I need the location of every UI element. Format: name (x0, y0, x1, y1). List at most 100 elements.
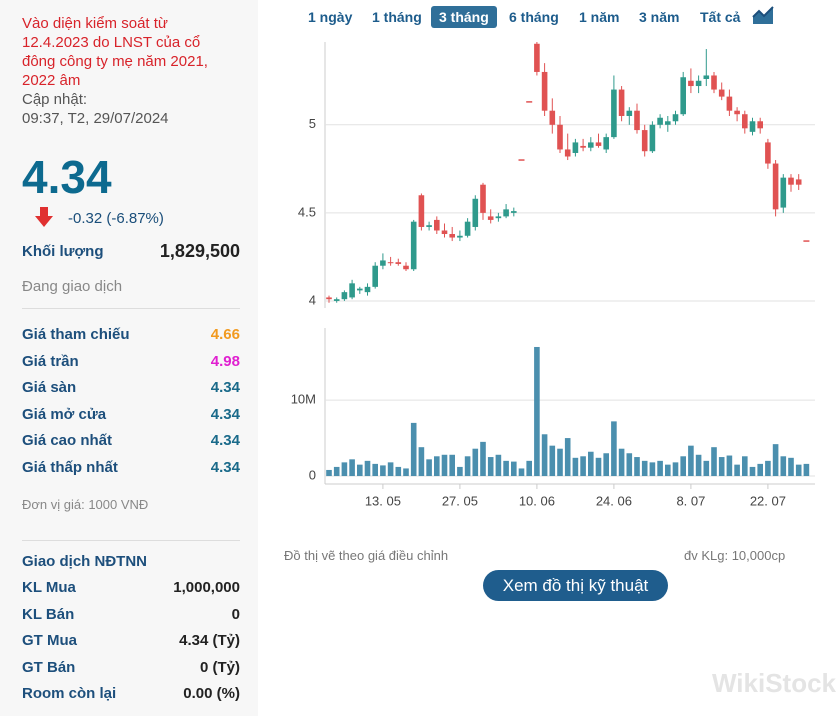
volume-bar (734, 464, 740, 477)
candle-body (618, 89, 625, 116)
volume-value: 1,829,500 (159, 241, 240, 261)
chart-note: Đồ thị vẽ theo giá điều chỉnh (284, 548, 449, 563)
candle-body (711, 75, 717, 90)
candle-body (410, 221, 417, 270)
volume-bar (333, 466, 340, 477)
volume-bar (688, 445, 694, 477)
volume-label: Khối lượng (22, 243, 104, 260)
volume-bar (464, 456, 471, 477)
volume-bar (672, 462, 679, 477)
price-value: 4.66 (210, 326, 240, 343)
candle-body (688, 80, 694, 87)
status: Đang giao dịch (22, 278, 123, 295)
price-label: Giá tham chiếu (22, 326, 130, 343)
volume-bar (742, 456, 748, 477)
volume-bar (357, 464, 363, 477)
candle-body (703, 75, 710, 79)
candle-body (641, 130, 648, 152)
candle-body (772, 163, 779, 210)
candle-body (572, 142, 579, 153)
candle-body (395, 262, 402, 264)
volume-bar (534, 346, 540, 477)
foreign-row: Room còn lại 0.00 (%) (22, 685, 240, 702)
foreign-value: 0 (Tỷ) (199, 658, 240, 676)
foreign-row: KL Mua 1,000,000 (22, 579, 240, 596)
separator (22, 540, 240, 541)
candle-body (503, 209, 509, 217)
volume-bar (757, 463, 763, 477)
y-tick-label: 4.5 (298, 204, 316, 219)
candle-body (695, 80, 702, 87)
volume-bar (803, 463, 810, 477)
volume-bar (595, 457, 602, 477)
price-row: Giá tham chiếu 4.66 (22, 326, 240, 343)
volume-bar (772, 444, 779, 477)
foreign-value: 4.34 (Tỷ) (179, 632, 240, 649)
range-tab[interactable]: 1 tháng (372, 9, 422, 25)
price-value: 4.34 (210, 458, 240, 476)
volume-bar (503, 460, 509, 477)
candle-body (795, 179, 802, 185)
notice: Vào diện kiểm soát từ 12.4.2023 do LNST … (22, 15, 208, 89)
candle-body (472, 198, 479, 227)
candle-body (788, 177, 794, 185)
volume-row: Khối lượng 1,829,500 (22, 241, 240, 261)
foreign-value: 0.00 (%) (183, 685, 240, 702)
volume-bar (541, 434, 548, 477)
watermark: WikiStock (712, 668, 837, 698)
volume-bar (387, 462, 394, 477)
range-tab[interactable]: 3 năm (639, 9, 680, 25)
x-tick-label: 22. 07 (750, 493, 786, 508)
candle-body (487, 216, 494, 220)
volume-bar (341, 462, 348, 477)
volume-bar (657, 460, 663, 477)
volume-bar (641, 460, 648, 477)
range-tab[interactable]: Tất cả (700, 9, 741, 25)
volume-bar (549, 445, 556, 477)
candle-body (333, 299, 340, 301)
foreign-label: Room còn lại (22, 685, 117, 702)
price: 4.34 (22, 151, 112, 203)
candle-body (434, 219, 440, 231)
volume-bar (795, 464, 802, 477)
candle-body (718, 89, 725, 97)
volume-bar (487, 457, 494, 477)
candle-body (611, 89, 617, 138)
range-tab[interactable]: 6 tháng (509, 9, 559, 25)
range-tab[interactable]: 3 tháng (431, 6, 497, 28)
price-value: 4.98 (210, 352, 240, 370)
volume-bar (564, 438, 571, 477)
volume-bar (380, 465, 386, 477)
foreign-label: KL Mua (22, 579, 76, 596)
x-tick-label: 24. 06 (596, 493, 632, 508)
updated-time: 09:37, T2, 29/07/2024 (22, 110, 169, 127)
technical-chart-button[interactable]: Xem đồ thị kỹ thuật (483, 570, 668, 601)
candle-body (495, 216, 502, 219)
price-label: Giá sàn (22, 379, 77, 396)
range-tab[interactable]: 1 năm (579, 9, 620, 25)
price-row: Giá mở cửa 4.34 (22, 406, 240, 423)
candle-body (649, 124, 656, 152)
candle-body (541, 71, 548, 111)
candle-body (765, 142, 771, 164)
foreign-label: GT Mua (22, 632, 77, 649)
volume-bar (457, 466, 463, 477)
price-row: Giá thấp nhất 4.34 (22, 459, 240, 476)
unit-note: Đơn vị giá: 1000 VNĐ (22, 497, 149, 512)
candle-body (595, 142, 602, 146)
foreign-label: KL Bán (22, 605, 75, 623)
price-value: 4.34 (210, 379, 240, 396)
candle-body (634, 110, 640, 131)
volume-bar (695, 454, 702, 477)
volume-bar (364, 460, 371, 477)
volume-bar (788, 457, 794, 477)
volume-bar (372, 463, 378, 477)
volume-bar (726, 455, 733, 477)
range-tab[interactable]: 1 ngày (308, 9, 353, 25)
candle-body (665, 121, 671, 125)
volume-bar (557, 448, 563, 477)
chart-icon[interactable] (752, 5, 774, 25)
price-row: Giá trần 4.98 (22, 353, 240, 370)
candle-body (426, 225, 432, 227)
price-label: Giá thấp nhất (22, 458, 118, 476)
